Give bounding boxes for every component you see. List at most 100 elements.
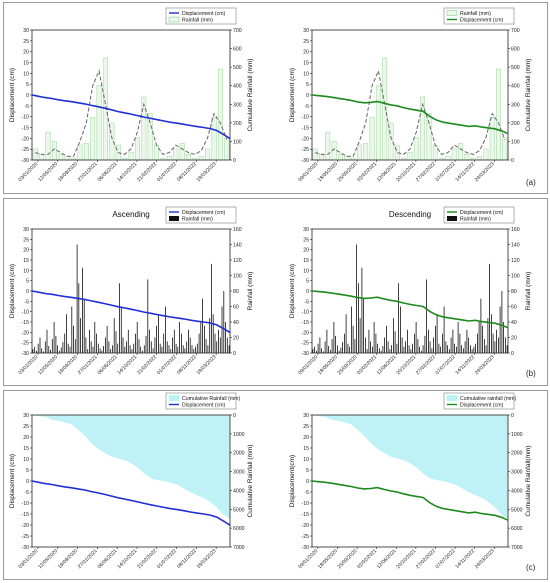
x-tick-label: 27/01/2021 [77, 354, 99, 376]
x-tick-label: 08/11/2022 [176, 548, 198, 570]
rainfall-bar [173, 148, 179, 161]
y-tick-label: -5 [304, 104, 309, 110]
x-tick-label: 24/03/2023 [474, 548, 496, 570]
x-tick-label: 02/02/2021 [356, 548, 378, 570]
y-tick-label: 0 [26, 289, 29, 295]
y2-tick-label: 400 [511, 84, 520, 90]
y2-tick-label: 80 [233, 289, 239, 295]
y-tick-label: -25 [302, 341, 310, 347]
y-tick-label: -15 [302, 126, 310, 132]
rainfall-bar [451, 148, 457, 161]
legend-label: Rainfall (mm) [182, 18, 213, 24]
y-tick-label: -25 [22, 534, 30, 540]
y-tick-label: -15 [22, 320, 30, 326]
rainfall-trend-line [315, 69, 506, 157]
rainfall-bar [312, 148, 318, 161]
x-tick-label: 24/03/2023 [474, 354, 496, 376]
y-tick-label: 5 [306, 82, 309, 88]
y-tick-label: 10 [23, 457, 29, 463]
y-tick-label: -25 [22, 341, 30, 347]
x-tick-label: 20/10/2021 [395, 354, 417, 376]
y-tick-label: -15 [302, 512, 310, 518]
displacement-line [31, 290, 231, 334]
cumulative-rainfall-area [32, 415, 230, 519]
y-tick-label: -30 [302, 545, 310, 551]
rainfall-bar [388, 122, 394, 161]
x-tick-label: 21/02/2022 [136, 548, 158, 570]
y2-tick-label: 3000 [233, 470, 245, 476]
plot-frame [31, 29, 231, 161]
y2-tick-label: 200 [511, 121, 520, 127]
y-tick-label: -10 [22, 115, 30, 121]
legend-label: Displacement (cm) [182, 403, 226, 409]
y-tick-label: -5 [304, 299, 309, 305]
rainfall-bar [458, 143, 464, 161]
legend-label: Cumulative rainfall (mm) [460, 396, 516, 402]
y2-tick-label: 0 [233, 413, 236, 419]
y-tick-label: 25 [303, 424, 309, 430]
displacement-line [31, 480, 231, 526]
y2-tick-label: 140 [511, 243, 520, 249]
y2-tick-label: 4000 [511, 488, 523, 494]
rainfall-bar [407, 152, 413, 161]
y-tick-label: 0 [26, 479, 29, 485]
rainfall-bar [96, 85, 102, 161]
x-tick-label: 07/07/2022 [435, 161, 457, 183]
y-tick-label: -15 [22, 126, 30, 132]
legend-swatch [169, 216, 179, 221]
chart-title: Ascending [112, 210, 149, 219]
y-tick-label: -20 [302, 523, 310, 529]
x-tick-label: 12/05/2020 [37, 161, 59, 183]
y-tick-label: -30 [22, 158, 30, 164]
y-tick-label: 30 [23, 28, 29, 34]
y2-tick-label: 7000 [233, 545, 245, 551]
y-tick-label: -15 [302, 320, 310, 326]
y-tick-label: 30 [303, 227, 309, 233]
chart-a-asc: -30-25-20-15-10-505101520253001002003004… [9, 7, 254, 183]
legend-box [165, 206, 237, 224]
legend-swatch [168, 16, 180, 23]
x-tick-label: 21/02/2022 [136, 354, 158, 376]
rainfall-bar [217, 68, 223, 161]
x-tick-label: 06/06/2021 [97, 161, 119, 183]
y-tick-label: -10 [22, 310, 30, 316]
y2-tick-label: 3000 [511, 470, 523, 476]
panel-a [3, 2, 548, 194]
y2-tick-label: 20 [511, 336, 517, 342]
rainfall-bar [319, 154, 324, 161]
y-tick-label: 30 [303, 28, 309, 34]
x-tick-label: 27/02/2022 [415, 161, 437, 183]
rainfall-bar [211, 117, 217, 161]
chart-c-desc: -30 -25 -20 -15 -10 -5 0 5 10 15 20 25 30 0 1000 2000 30… [289, 392, 532, 570]
x-tick-label: 18/05/2020 [317, 354, 339, 376]
y-tick-label: 5 [26, 468, 29, 474]
y-tick-label: 10 [303, 268, 309, 274]
legend-box [443, 392, 515, 410]
y2-tick-label: 2000 [511, 451, 523, 457]
y2-tick-label: 100 [511, 274, 520, 280]
y-tick-label: 20 [303, 248, 309, 254]
y2-tick-label: 120 [511, 258, 520, 264]
x-tick-label: 12/05/2020 [37, 548, 59, 570]
x-tick-label: 01/07/2022 [156, 548, 178, 570]
y2-tick-label: 160 [233, 227, 242, 233]
cumulative-rainfall-area [312, 415, 508, 519]
legend-label: Displacement (cm) [182, 11, 226, 17]
legend-label: Cumulative Rainfall (mm) [182, 396, 241, 402]
x-tick-label: 09/01/2020 [297, 161, 319, 183]
legend-label: Rainfall (mm) [182, 217, 213, 223]
y-tick-label: 20 [303, 50, 309, 56]
y2-tick-label: 40 [233, 320, 239, 326]
rainfall-bar [413, 137, 419, 161]
y-tick-label: 25 [23, 237, 29, 243]
x-tick-label: 14/11/2022 [454, 548, 476, 570]
rainfall-bar [369, 117, 375, 161]
panel-label-a: (a) [526, 178, 536, 187]
x-tick-label: 14/10/2021 [116, 354, 138, 376]
x-tick-label: 27/02/2022 [415, 354, 437, 376]
y-tick-label: 25 [303, 39, 309, 45]
plot-frame [311, 228, 509, 354]
y2-tick-label: 7000 [511, 545, 523, 551]
y2-tick-label: 200 [233, 121, 242, 127]
